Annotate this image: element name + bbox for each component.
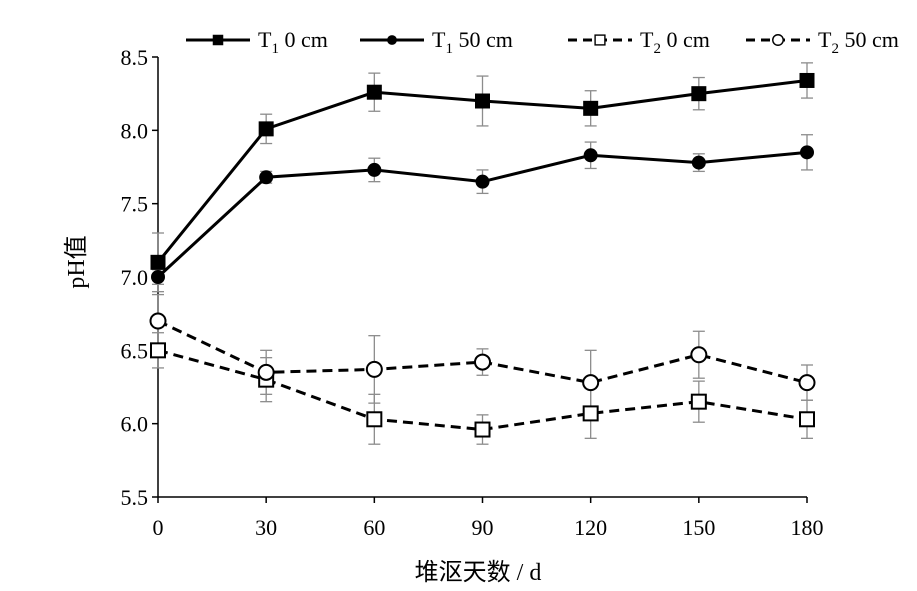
data-point <box>257 363 275 381</box>
y-axis-label: pH值 <box>63 235 90 288</box>
x-tick-label: 150 <box>682 515 715 540</box>
y-tick-label: 6.5 <box>121 338 149 363</box>
legend-marker <box>387 35 397 45</box>
data-point <box>800 145 814 160</box>
data-point <box>691 86 707 102</box>
legend-label-main: T <box>432 27 446 52</box>
legend: T1 0 cm T1 50 cm T2 0 cm T2 50 cm <box>186 27 899 57</box>
data-point <box>690 346 708 364</box>
y-tick-label: 8.0 <box>121 118 149 143</box>
legend-label-main: T <box>640 27 654 52</box>
y-tick-label: 6.0 <box>121 412 149 437</box>
legend-label-subscript: 2 <box>831 41 839 57</box>
data-point <box>366 84 382 100</box>
data-point <box>475 93 490 109</box>
legend-item: T2 0 cm <box>568 27 710 57</box>
legend-label: T1 0 cm <box>258 27 328 57</box>
data-point <box>690 393 707 410</box>
legend-item: T1 0 cm <box>186 27 328 57</box>
legend-item: T1 50 cm <box>360 27 513 57</box>
x-tick-label: 120 <box>574 515 607 540</box>
error-bars <box>152 62 813 445</box>
data-point <box>151 270 165 284</box>
x-tick-label: 30 <box>255 515 277 540</box>
x-tick-label: 60 <box>363 515 385 540</box>
data-point <box>474 421 491 438</box>
series-1 <box>150 72 815 270</box>
x-tick-label: 180 <box>791 515 824 540</box>
data-point <box>582 405 599 422</box>
legend-label: T2 50 cm <box>818 27 899 57</box>
data-point <box>583 148 598 163</box>
data-point <box>365 360 383 378</box>
legend-marker <box>594 34 606 46</box>
x-tick-label: 0 <box>153 515 164 540</box>
legend-label-main: T <box>258 27 272 52</box>
y-tick-label: 7.0 <box>121 265 149 290</box>
legend-label-subscript: 1 <box>271 41 279 57</box>
legend-label-subscript: 2 <box>653 41 661 57</box>
data-point <box>366 411 383 428</box>
legend-label-tail: 0 cm <box>661 27 710 52</box>
data-point <box>259 170 274 185</box>
data-point <box>367 162 382 177</box>
x-axis-label: 堆沤天数 / d <box>415 559 542 586</box>
y-tick-label: 7.5 <box>121 192 149 217</box>
data-point <box>798 374 816 392</box>
series-4 <box>149 312 816 392</box>
legend-label: T2 0 cm <box>640 27 710 57</box>
series-group <box>149 72 816 438</box>
data-point <box>691 155 706 170</box>
data-point <box>258 121 274 137</box>
axes: 5.5 6.0 6.5 7.0 7.5 8.0 8.5 0 30 60 90 120 150 180 <box>121 45 824 540</box>
data-point <box>799 72 815 88</box>
legend-item: T2 50 cm <box>746 27 899 57</box>
data-point <box>583 100 599 116</box>
legend-label-tail: 50 cm <box>839 27 899 52</box>
data-point <box>149 312 167 330</box>
data-point <box>582 374 600 392</box>
data-point <box>150 254 166 270</box>
y-tick-label: 5.5 <box>121 485 149 510</box>
y-tick-label: 8.5 <box>121 45 149 70</box>
data-point <box>475 174 490 189</box>
legend-label-subscript: 1 <box>445 41 453 57</box>
x-tick-label: 90 <box>472 515 494 540</box>
legend-marker <box>212 34 224 46</box>
legend-label-main: T <box>818 27 832 52</box>
data-point <box>474 353 491 371</box>
legend-label: T1 50 cm <box>432 27 513 57</box>
legend-label-tail: 50 cm <box>453 27 513 52</box>
legend-label-tail: 0 cm <box>279 27 328 52</box>
data-point <box>150 342 166 359</box>
series-2 <box>151 145 814 284</box>
data-point <box>799 411 815 428</box>
legend-marker <box>772 34 784 46</box>
